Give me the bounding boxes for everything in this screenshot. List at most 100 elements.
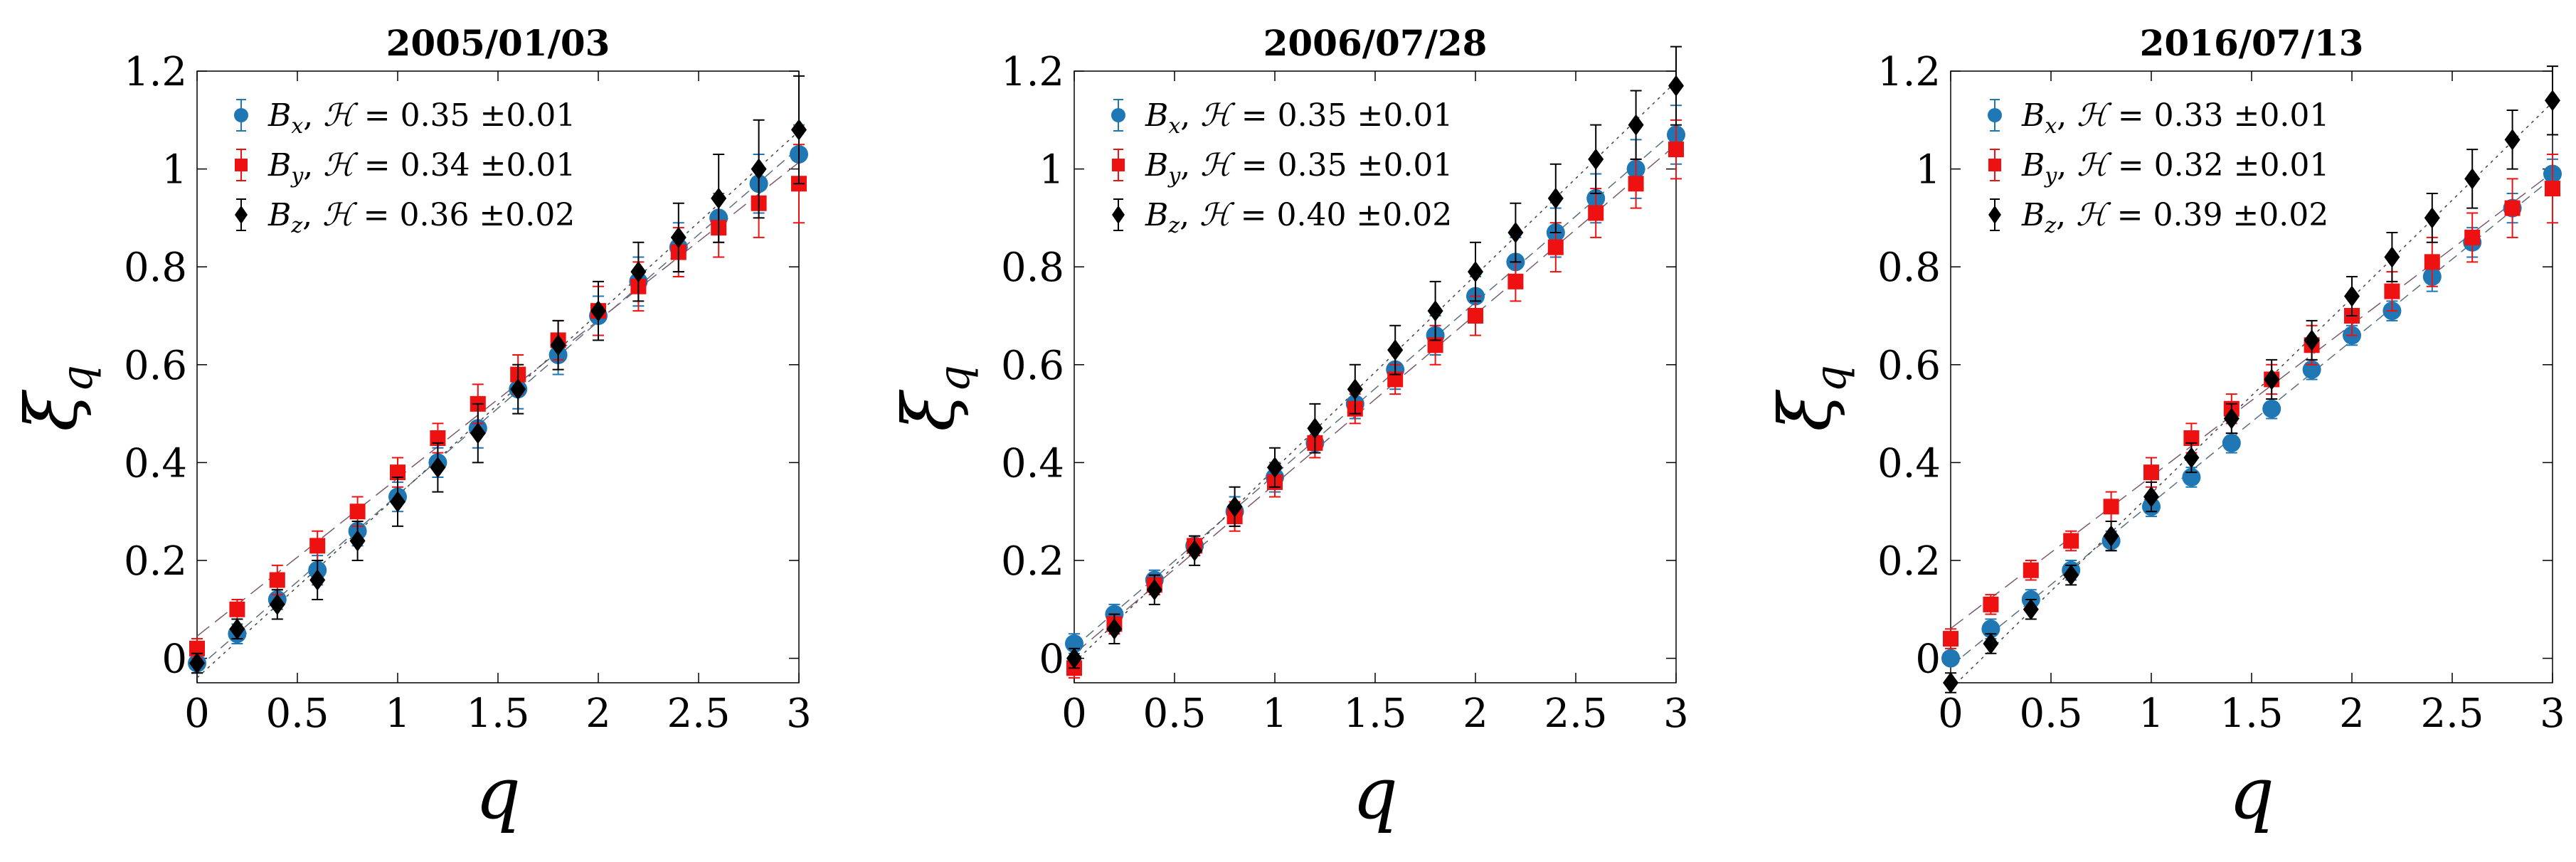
legend-hurst-symbol: ℋ	[1200, 97, 1236, 134]
fit-line-x	[1951, 177, 2553, 667]
legend-equals: =	[2108, 147, 2154, 183]
y-tick-label: 0.6	[1877, 343, 1941, 389]
legend-entry-y: By, ℋ = 0.34 ±0.01	[267, 147, 576, 188]
legend-hurst-error: 0.02	[1382, 197, 1452, 233]
data-point-z	[1106, 618, 1123, 640]
legend-hurst-symbol: ℋ	[2077, 147, 2112, 183]
data-point-y	[2103, 499, 2119, 515]
data-point-z	[2103, 525, 2119, 547]
y-axis-label: ξq	[887, 365, 980, 432]
y-axis-symbol: ξ	[887, 389, 970, 432]
legend-hurst-value: 0.35	[401, 97, 470, 134]
data-point-z	[590, 300, 606, 322]
data-point-y	[2504, 200, 2521, 216]
legend-sep: ,	[302, 197, 322, 233]
data-point-z	[2424, 207, 2440, 229]
legend-sep: ,	[2057, 147, 2077, 183]
data-point-z	[430, 457, 446, 479]
series-x	[1065, 105, 1685, 654]
panel-title: 2005/01/03	[386, 22, 610, 64]
data-point-z	[2344, 285, 2360, 307]
legend-pm: ±	[470, 97, 507, 134]
data-point-z	[1427, 300, 1443, 322]
legend-hurst-value: 0.40	[1276, 197, 1346, 233]
data-point-y	[1983, 596, 1999, 612]
legend-hurst-error: 0.01	[1383, 147, 1453, 183]
data-point-x	[2222, 433, 2241, 452]
legend-sep: ,	[2056, 197, 2076, 233]
data-point-y	[1507, 273, 1524, 289]
legend-pm: ±	[1347, 147, 1384, 183]
data-point-z	[1468, 261, 1483, 283]
data-point-z	[630, 261, 647, 283]
legend-symbol-b: B	[2021, 147, 2045, 183]
legend-hurst-symbol: ℋ	[2076, 197, 2111, 233]
data-point-y	[189, 640, 205, 656]
x-tick-label: 0.5	[2019, 691, 2082, 737]
data-point-z	[1146, 579, 1162, 601]
series-z	[189, 75, 807, 674]
legend-subscript: y	[290, 164, 304, 188]
legend-marker-y	[1112, 159, 1125, 171]
y-tick-label: 0	[1039, 637, 1064, 683]
x-tick-label: 2.5	[1544, 691, 1607, 737]
y-tick-label: 0.8	[124, 245, 187, 291]
data-point-y	[2384, 283, 2400, 299]
data-point-z	[670, 226, 687, 248]
data-point-z	[1226, 496, 1243, 518]
panel-1: 2005/01/03 0 0.5 1 1.5 2 2.5 3 0 0.2 0.4 0.6 0.8 1 1.2…	[10, 22, 812, 835]
data-point-y	[1427, 337, 1443, 353]
legend-subscript: y	[1167, 164, 1181, 188]
legend-pm: ±	[2222, 197, 2259, 233]
y-tick-label: 0.2	[1877, 538, 1941, 585]
x-tick-label: 0.5	[265, 691, 329, 737]
data-point-z	[2384, 246, 2400, 268]
data-point-y	[2143, 464, 2159, 481]
legend-entry-x: Bx, ℋ = 0.33 ±0.01	[2021, 97, 2329, 139]
data-point-z	[1943, 672, 1958, 693]
x-tick-label: 3	[786, 691, 812, 737]
data-point-y	[2063, 533, 2079, 549]
legend-symbol-b: B	[267, 147, 291, 183]
data-point-y	[1628, 176, 1644, 192]
legend-hurst-error: 0.02	[505, 197, 575, 233]
y-tick-label: 0.8	[1877, 245, 1941, 291]
y-axis-label: ξq	[10, 365, 102, 432]
legend-hurst-value: 0.35	[1278, 97, 1347, 134]
data-point-z	[309, 569, 326, 591]
y-tick-label: 0.6	[1001, 343, 1064, 389]
data-point-z	[2223, 408, 2240, 430]
y-tick-label: 1.2	[1877, 49, 1941, 95]
y-tick-label: 0.2	[124, 538, 187, 585]
panel-3: 2016/07/13 0 0.5 1 1.5 2 2.5 3 0 0.2 0.4 0.6 0.8 1 1.2…	[1764, 22, 2565, 835]
legend-marker-z	[1112, 206, 1125, 224]
y-tick-label: 0	[1915, 637, 1941, 683]
legend-hurst-value: 0.36	[399, 197, 469, 233]
data-point-y	[229, 601, 245, 617]
legend-marker-z	[235, 206, 248, 224]
x-tick-label: 1.5	[2220, 691, 2283, 737]
y-axis-symbol: ξ	[10, 389, 93, 432]
legend-equals: =	[1231, 197, 1277, 233]
legend-equals: =	[2107, 197, 2153, 233]
legend-entry-x: Bx, ℋ = 0.35 ±0.01	[267, 97, 576, 139]
legend-pm: ±	[1347, 97, 1384, 134]
legend-entry-y: By, ℋ = 0.35 ±0.01	[1145, 147, 1453, 188]
x-tick-label: 0	[1938, 691, 1963, 737]
fit-line-y	[197, 161, 799, 637]
legend-equals: =	[354, 197, 400, 233]
data-point-z	[2464, 168, 2481, 190]
x-tick-label: 1.5	[1343, 691, 1406, 737]
data-point-z	[1307, 417, 1323, 440]
data-point-y	[430, 430, 446, 446]
legend-hurst-value: 0.34	[401, 147, 470, 183]
x-tick-label: 1.5	[466, 691, 529, 737]
data-point-z	[1588, 148, 1604, 170]
legend-pm: ±	[2224, 97, 2260, 134]
legend-symbol-b: B	[1145, 197, 1168, 233]
x-tick-label: 2.5	[2420, 691, 2484, 737]
legend-sep: ,	[303, 147, 323, 183]
data-point-z	[751, 158, 767, 180]
